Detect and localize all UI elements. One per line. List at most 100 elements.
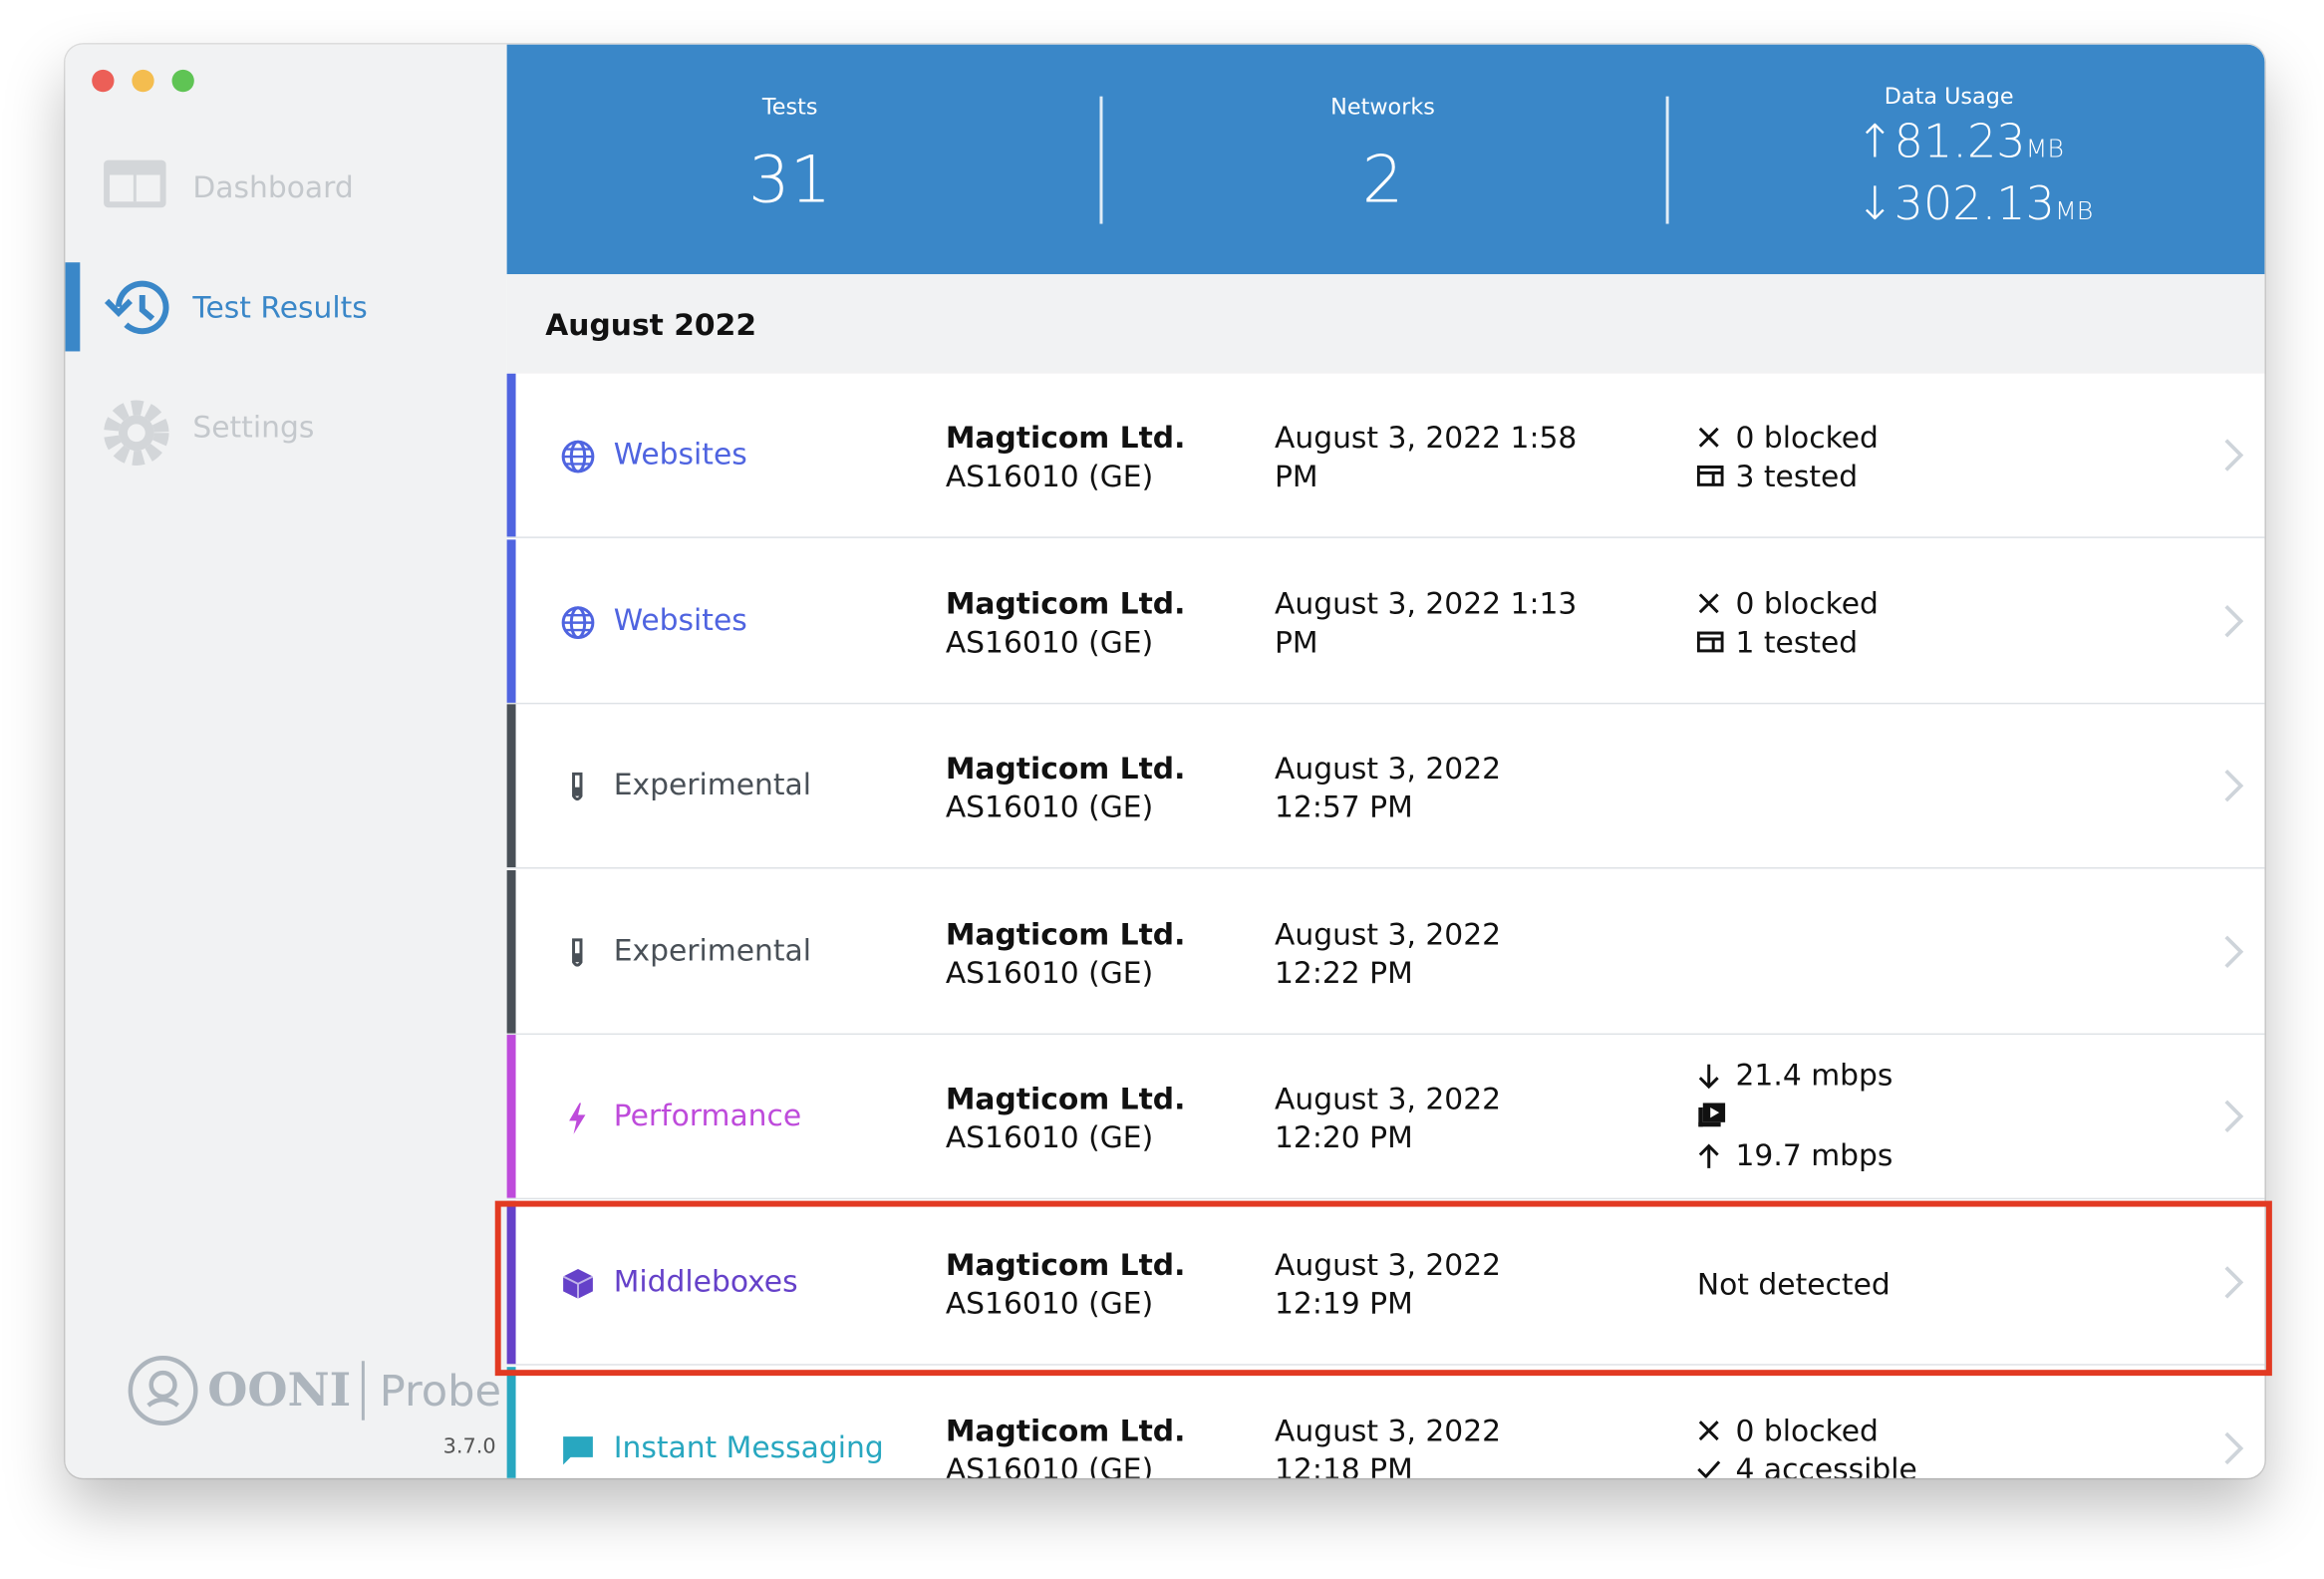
summary: Not detected	[1697, 1265, 1890, 1304]
download-usage: ↓302.13MB	[1855, 177, 2094, 232]
result-row[interactable]: Experimental Magticom Ltd. AS16010 (GE) Aug…	[506, 704, 2265, 869]
video-icon	[1697, 1095, 1893, 1136]
result-row[interactable]: Instant Messaging Magticom Ltd. AS16010 (G…	[506, 1366, 2265, 1478]
month-header: August 2022	[506, 274, 2265, 374]
date: August 3, 2022 12:20 PM	[1274, 1081, 1502, 1156]
nav-test-results[interactable]: Test Results	[65, 262, 506, 352]
summary: 0 blocked 1 tested	[1696, 583, 1879, 661]
network: Magticom Ltd. AS16010 (GE)	[946, 749, 1186, 825]
chevron	[2223, 1100, 2244, 1141]
test-name: Websites	[613, 436, 747, 472]
test-icon	[560, 1266, 596, 1308]
test-name: Middleboxes	[613, 1263, 798, 1299]
test-color-bar	[506, 869, 516, 1034]
history-icon	[104, 280, 169, 335]
result-row[interactable]: Performance Magticom Ltd. AS16010 (GE) Augu…	[506, 1035, 2265, 1200]
network-name: Magticom Ltd.	[945, 419, 1186, 456]
asn: AS16010 (GE)	[945, 1119, 1154, 1156]
logo-divider	[361, 1361, 365, 1421]
test-name: Instant Messaging	[613, 1428, 884, 1464]
window: Dashboard Test Results Settings OONI Pro…	[65, 44, 2265, 1478]
logo-text: OONI	[207, 1364, 352, 1418]
date: August 3, 2022 1:58 PM	[1274, 419, 1578, 494]
summary-line: 3 tested	[1696, 457, 1879, 495]
upload-value: 81.23	[1893, 116, 2026, 169]
network: Magticom Ltd. AS16010 (GE)	[946, 418, 1186, 494]
stat-data-usage: Data Usage ↑81.23MB ↓302.13MB	[1666, 45, 2232, 275]
test-icon	[560, 439, 596, 480]
asn: AS16010 (GE)	[945, 623, 1154, 660]
test-color-bar	[506, 704, 516, 868]
separator	[1665, 96, 1669, 224]
asn: AS16010 (GE)	[945, 1450, 1154, 1478]
network-name: Magticom Ltd.	[945, 1246, 1186, 1283]
summary: 0 blocked 4 accessible	[1697, 1411, 1917, 1478]
stat-tests: Tests 31	[507, 45, 1073, 275]
zoom-button[interactable]	[171, 69, 194, 93]
summary: 0 blocked 3 tested	[1696, 418, 1879, 495]
summary-line: 0 blocked	[1697, 1411, 1917, 1449]
result-row[interactable]: Middleboxes Magticom Ltd. AS16010 (GE) Augu…	[506, 1200, 2265, 1366]
chevron	[2223, 769, 2244, 810]
summary-line: Not detected	[1696, 1266, 1890, 1302]
test-color-bar	[506, 1035, 516, 1199]
network-name: Magticom Ltd.	[945, 1081, 1186, 1117]
settings-icon	[104, 400, 169, 466]
test-name: Websites	[613, 601, 747, 637]
result-row[interactable]: Websites Magticom Ltd. AS16010 (GE) August …	[506, 373, 2265, 538]
test-name: Experimental	[613, 767, 812, 802]
nav-settings[interactable]: Settings	[65, 383, 506, 472]
separator	[1099, 96, 1103, 224]
summary-line: 0 blocked	[1697, 583, 1879, 622]
asn: AS16010 (GE)	[945, 789, 1154, 825]
stat-value: 2	[1361, 142, 1404, 218]
network-name: Magticom Ltd.	[945, 584, 1186, 621]
upload-usage: ↑81.23MB	[1855, 116, 2064, 169]
network-name: Magticom Ltd.	[945, 1412, 1186, 1448]
stat-label: Tests	[761, 93, 818, 121]
version: 3.7.0	[442, 1434, 496, 1459]
nav-label: Dashboard	[192, 168, 354, 205]
sidebar: Dashboard Test Results Settings OONI Pro…	[65, 44, 507, 1478]
nav-dashboard[interactable]: Dashboard	[65, 143, 506, 231]
download-value: 302.13	[1893, 177, 2055, 232]
date: August 3, 2022 12:22 PM	[1274, 915, 1502, 991]
nav-label: Settings	[192, 409, 315, 446]
chevron	[2223, 603, 2244, 645]
stat-label: Data Usage	[1884, 83, 2014, 111]
date: August 3, 2022 12:57 PM	[1274, 750, 1502, 825]
asn: AS16010 (GE)	[945, 954, 1154, 991]
active-indicator	[65, 262, 81, 352]
chevron	[2223, 438, 2244, 479]
summary-line: 19.7 mbps	[1697, 1136, 1892, 1175]
logo-product: Probe	[379, 1365, 502, 1417]
chevron	[2223, 1430, 2244, 1472]
minimize-button[interactable]	[132, 69, 154, 93]
test-color-bar	[506, 1366, 516, 1478]
test-icon	[560, 1431, 596, 1473]
summary: 21.4 mbps 19.7 mbps	[1697, 1056, 1893, 1175]
test-icon	[560, 604, 596, 646]
chevron	[2223, 1265, 2244, 1307]
network-name: Magticom Ltd.	[945, 750, 1186, 787]
test-icon	[560, 770, 596, 811]
test-name: Performance	[613, 1098, 802, 1133]
test-color-bar	[506, 373, 516, 537]
close-button[interactable]	[92, 69, 115, 93]
asn: AS16010 (GE)	[945, 1285, 1154, 1322]
test-icon	[560, 935, 596, 977]
summary-line: 4 accessible	[1697, 1449, 1917, 1478]
ooni-logo-icon	[128, 1356, 198, 1425]
date: August 3, 2022 12:18 PM	[1274, 1412, 1502, 1478]
network-name: Magticom Ltd.	[945, 915, 1186, 952]
stat-value: 31	[748, 142, 832, 218]
summary-line: 21.4 mbps	[1697, 1056, 1892, 1095]
result-row[interactable]: Experimental Magticom Ltd. AS16010 (GE) Aug…	[506, 869, 2265, 1035]
network: Magticom Ltd. AS16010 (GE)	[946, 1080, 1186, 1156]
highlight-box	[494, 1200, 2272, 1377]
result-row[interactable]: Websites Magticom Ltd. AS16010 (GE) August …	[506, 538, 2265, 704]
summary-line: 1 tested	[1696, 622, 1879, 661]
date: August 3, 2022 12:19 PM	[1274, 1246, 1502, 1322]
date: August 3, 2022 1:13 PM	[1274, 584, 1578, 660]
